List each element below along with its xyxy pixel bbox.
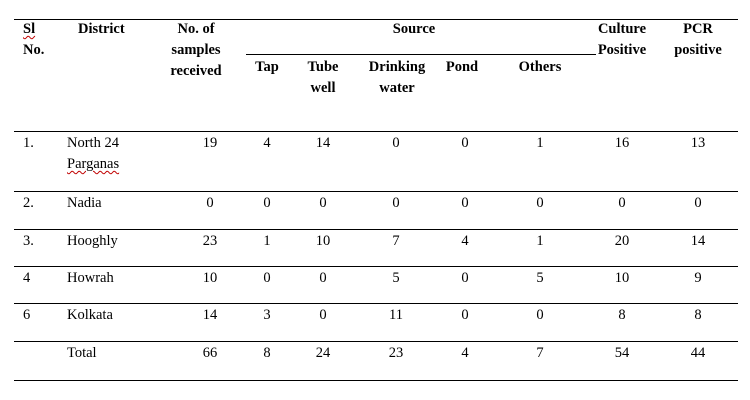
row-rule — [14, 191, 738, 192]
cell-drinking-water: 5 — [392, 270, 400, 286]
header-tap: Tap — [255, 59, 279, 75]
cell-pcr: 44 — [690, 345, 706, 361]
header-bottom-rule — [14, 131, 738, 132]
cell-samples: 10 — [202, 270, 218, 286]
cell-samples: 14 — [202, 307, 218, 323]
cell-culture: 54 — [614, 345, 630, 361]
cell-tube-well: 10 — [315, 233, 331, 249]
cell-pcr: 9 — [694, 270, 702, 286]
row-rule — [14, 341, 738, 342]
cell-sl-no: 4 — [23, 270, 31, 286]
cell-pond: 4 — [461, 345, 469, 361]
header-others: Others — [518, 59, 562, 75]
cell-others: 1 — [536, 135, 544, 151]
cell-drinking-water: 7 — [392, 233, 400, 249]
cell-pond: 0 — [461, 270, 469, 286]
cell-others: 7 — [536, 345, 544, 361]
row-rule — [14, 303, 738, 304]
cell-sl-no: 3. — [23, 233, 34, 249]
header-source: Source — [392, 21, 436, 37]
cell-pond: 0 — [461, 135, 469, 151]
district-line: Nadia — [67, 195, 102, 211]
cell-pond: 0 — [461, 195, 469, 211]
cell-others: 1 — [536, 233, 544, 249]
cell-culture: 10 — [614, 270, 630, 286]
cell-tube-well: 0 — [319, 307, 327, 323]
cell-pond: 0 — [461, 307, 469, 323]
cell-culture: 0 — [618, 195, 626, 211]
header-tube-well: Tube well — [307, 59, 339, 96]
cell-samples: 19 — [202, 135, 218, 151]
cell-others: 5 — [536, 270, 544, 286]
cell-tube-well: 14 — [315, 135, 331, 151]
header-pcr-positive: PCR positive — [674, 21, 722, 58]
header-district: District — [78, 21, 125, 37]
cell-tap: 1 — [263, 233, 271, 249]
cell-pcr: 0 — [694, 195, 702, 211]
source-group-rule — [246, 54, 596, 55]
cell-pond: 4 — [461, 233, 469, 249]
cell-pcr: 14 — [690, 233, 706, 249]
cell-culture: 20 — [614, 233, 630, 249]
cell-sl-no: 2. — [23, 195, 34, 211]
cell-samples: 0 — [206, 195, 214, 211]
row-rule — [14, 266, 738, 267]
cell-pcr: 13 — [690, 135, 706, 151]
cell-pcr: 8 — [694, 307, 702, 323]
district-line: North 24 — [67, 135, 119, 151]
cell-district: Nadia — [67, 193, 102, 214]
cell-tap: 8 — [263, 345, 271, 361]
cell-drinking-water: 0 — [392, 195, 400, 211]
district-line: Total — [67, 345, 97, 361]
sample-source-table: Sl No. District No. of samples received … — [14, 0, 738, 400]
district-line: Hooghly — [67, 233, 118, 249]
cell-drinking-water: 11 — [389, 307, 403, 323]
cell-tap: 0 — [263, 195, 271, 211]
header-sl-no: Sl No. — [23, 21, 45, 58]
cell-others: 0 — [536, 195, 544, 211]
cell-culture: 8 — [618, 307, 626, 323]
cell-drinking-water: 23 — [388, 345, 404, 361]
cell-tap: 4 — [263, 135, 271, 151]
cell-samples: 66 — [202, 345, 218, 361]
cell-district: Howrah — [67, 268, 114, 289]
header-drinking-water: Drinking water — [368, 59, 426, 96]
cell-others: 0 — [536, 307, 544, 323]
district-line: Parganas — [67, 156, 120, 172]
cell-tube-well: 24 — [315, 345, 331, 361]
row-rule — [14, 229, 738, 230]
cell-tap: 0 — [263, 270, 271, 286]
cell-district: Hooghly — [67, 231, 118, 252]
cell-culture: 16 — [614, 135, 630, 151]
header-samples-received: No. of samples received — [170, 21, 222, 79]
cell-drinking-water: 0 — [392, 135, 400, 151]
cell-tube-well: 0 — [319, 195, 327, 211]
cell-district: North 24 Parganas — [67, 133, 119, 175]
cell-sl-no: 6 — [23, 307, 31, 323]
cell-district: Total — [67, 343, 97, 364]
table-bottom-rule — [14, 380, 738, 381]
cell-sl-no: 1. — [23, 135, 34, 151]
table-top-rule — [14, 19, 738, 20]
district-line: Kolkata — [67, 307, 113, 323]
district-line: Howrah — [67, 270, 114, 286]
cell-samples: 23 — [202, 233, 218, 249]
header-pond: Pond — [445, 59, 479, 75]
header-culture-positive: Culture Positive — [597, 21, 647, 58]
cell-district: Kolkata — [67, 305, 113, 326]
cell-tube-well: 0 — [319, 270, 327, 286]
cell-tap: 3 — [263, 307, 271, 323]
